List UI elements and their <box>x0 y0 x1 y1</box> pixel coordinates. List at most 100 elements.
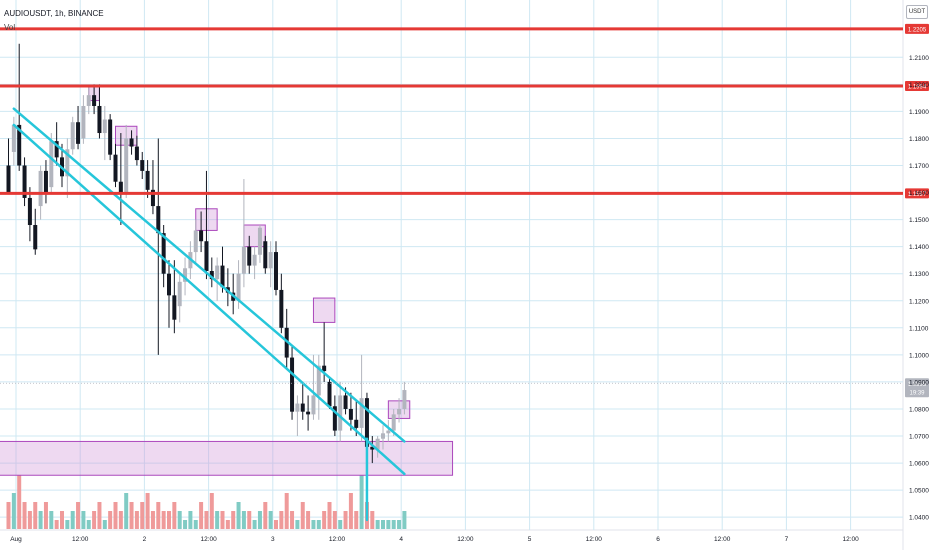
volume-bar <box>129 502 134 529</box>
candle-body <box>316 365 321 396</box>
volume-bar <box>60 511 64 529</box>
price-tick-label: 1.1800 <box>909 136 929 143</box>
candle-body <box>348 408 353 420</box>
candle-body <box>354 419 359 428</box>
volume-bar <box>156 502 161 529</box>
volume-bar <box>370 511 375 529</box>
candle-body <box>108 119 113 155</box>
candle-body <box>167 273 171 296</box>
candle-body <box>81 105 86 139</box>
candle-body <box>241 246 246 274</box>
time-tick-label: 4 <box>399 536 403 543</box>
volume-bar <box>27 511 32 529</box>
volume-bar <box>402 511 407 529</box>
volume-bar <box>236 502 241 529</box>
volume-bar <box>257 511 262 529</box>
zone-box <box>0 440 454 476</box>
candle-body <box>54 141 59 158</box>
volume-bar <box>375 520 380 529</box>
candle-body <box>279 289 284 328</box>
candle-body <box>76 122 81 144</box>
volume-bar <box>65 520 70 529</box>
price-tick-label: 1.0400 <box>909 515 929 522</box>
volume-bar <box>343 511 348 529</box>
volume-bar <box>134 511 139 529</box>
candle-body <box>343 395 348 409</box>
price-tick-label: 1.1300 <box>909 271 929 278</box>
level-label-box <box>905 23 929 34</box>
volume-bar <box>150 511 155 529</box>
candle-body <box>247 246 252 266</box>
time-tick-label: Aug <box>10 536 22 543</box>
volume-bar <box>209 493 214 529</box>
volume-bar <box>332 511 337 529</box>
volume-bar <box>145 493 150 529</box>
volume-bar <box>311 520 316 529</box>
time-tick-label: 12:00 <box>72 536 89 543</box>
volume-bar <box>22 502 27 529</box>
candle-body <box>257 227 262 255</box>
chart-title: AUDIOUSDT, 1h, BINANCE <box>4 9 104 18</box>
time-tick-label: 5 <box>528 536 532 543</box>
candle-body <box>322 365 327 372</box>
volume-indicator-label[interactable]: Vol <box>4 23 16 32</box>
candle-body <box>364 398 369 447</box>
candle-body <box>27 197 32 226</box>
candle-body <box>204 241 209 271</box>
price-tick-label: 1.0700 <box>909 434 929 441</box>
volume-bar <box>231 511 236 529</box>
volume-bar <box>274 520 278 529</box>
volume-bar <box>81 511 86 529</box>
volume-bar <box>177 511 182 529</box>
trendlines <box>12 107 406 522</box>
candle-body <box>268 252 273 269</box>
volume-bar <box>108 511 113 529</box>
candle-body <box>220 265 225 288</box>
level-label-box <box>905 80 929 91</box>
price-tick-label: 1.0900 <box>909 379 929 386</box>
candle-body <box>150 189 155 207</box>
candle-body <box>129 138 134 147</box>
volume-bar <box>300 502 305 529</box>
candle-body <box>97 105 102 134</box>
candle-body <box>263 241 268 269</box>
price-tick-label: 1.2100 <box>909 55 929 62</box>
last-price-label: 1.0895 <box>908 382 927 388</box>
candle-body <box>290 357 295 412</box>
candle-body <box>215 265 220 280</box>
zones <box>0 85 454 476</box>
volume-bar <box>102 520 107 529</box>
candle-body <box>22 165 27 198</box>
volume-bar <box>76 502 81 529</box>
volume-bar <box>316 520 321 529</box>
volume-bar <box>268 511 273 529</box>
volume-bar <box>167 511 171 529</box>
level-label: 1.1597 <box>908 192 927 198</box>
volume-bar <box>54 520 59 529</box>
candle-body <box>199 230 204 242</box>
volume-bar <box>92 511 97 529</box>
time-tick-label: 6 <box>656 536 660 543</box>
volume-bar <box>295 520 300 529</box>
price-tick-label: 1.1200 <box>909 298 929 305</box>
volume-bar <box>161 511 166 529</box>
volume-bar <box>338 520 343 529</box>
currency-badge[interactable]: USDT <box>906 5 928 19</box>
volume-bar <box>97 502 102 529</box>
trendline <box>12 107 406 443</box>
candle-body <box>359 398 364 428</box>
volume-bar <box>70 511 75 529</box>
volume-bar <box>284 493 289 529</box>
time-axis: Aug 12:00 2 12:00 3 12:00 4 12:00 5 12:00 6 12:00 7 1… <box>10 536 859 543</box>
price-tick-label: 1.1000 <box>909 352 929 359</box>
volume-bar <box>252 520 257 529</box>
volume-bar <box>391 520 396 529</box>
candle-body <box>49 141 54 188</box>
volume-bar <box>49 511 54 529</box>
volume-bar <box>43 502 48 529</box>
candle-body <box>295 403 300 412</box>
volume-bar <box>381 520 385 529</box>
price-tick-label: 1.1700 <box>909 163 929 170</box>
